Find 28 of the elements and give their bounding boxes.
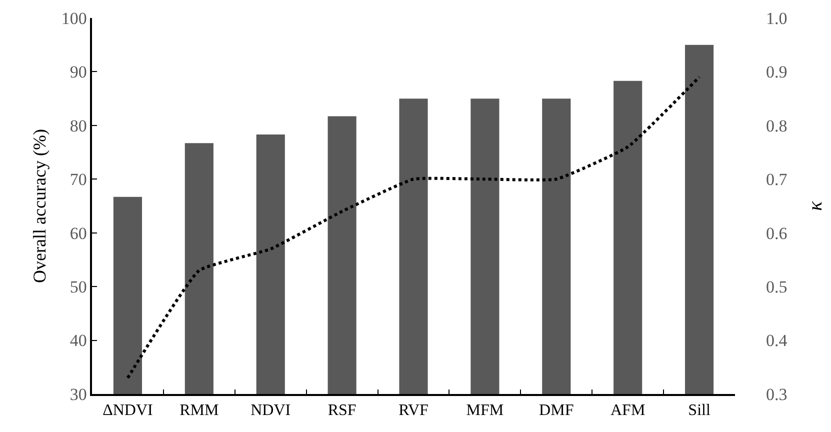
x-tick-label: NDVI (250, 402, 291, 419)
y-tick-label: 30 (70, 384, 87, 404)
y2-axis-title: κ (804, 200, 826, 211)
y-tick-label: 70 (70, 170, 87, 190)
y2-tick-label: 0.5 (766, 278, 788, 297)
x-tick-label: AFM (610, 402, 646, 419)
y-tick-label: 60 (70, 224, 87, 243)
x-tick-label: MFM (466, 402, 504, 419)
y2-tick-label: 0.4 (766, 331, 788, 350)
x-tick-label: RVF (398, 402, 429, 419)
x-tick-label: RSF (328, 402, 356, 419)
y-tick-label: 90 (70, 62, 87, 82)
y2-tick-label: 0.3 (766, 384, 788, 404)
y2-tick-label: 0.7 (766, 170, 788, 190)
y-tick-label: 80 (70, 116, 87, 136)
x-tick-label: DMF (539, 402, 574, 419)
y-axis-title: Overall accuracy (%) (30, 129, 50, 283)
y-tick-label: 40 (70, 331, 87, 350)
y2-tick-label: 0.9 (766, 62, 788, 82)
line-series (126, 76, 701, 380)
y2-tick-label: 0.8 (766, 116, 788, 136)
y2-tick-label: 1.0 (766, 8, 788, 28)
x-tick-label: ΔNDVI (102, 402, 153, 419)
x-tick-label: RMM (180, 402, 219, 419)
y-tick-label: 50 (70, 278, 87, 297)
x-tick-label: Sill (688, 402, 711, 419)
y-tick-label: 100 (61, 8, 87, 28)
y2-tick-label: 0.6 (766, 224, 788, 243)
